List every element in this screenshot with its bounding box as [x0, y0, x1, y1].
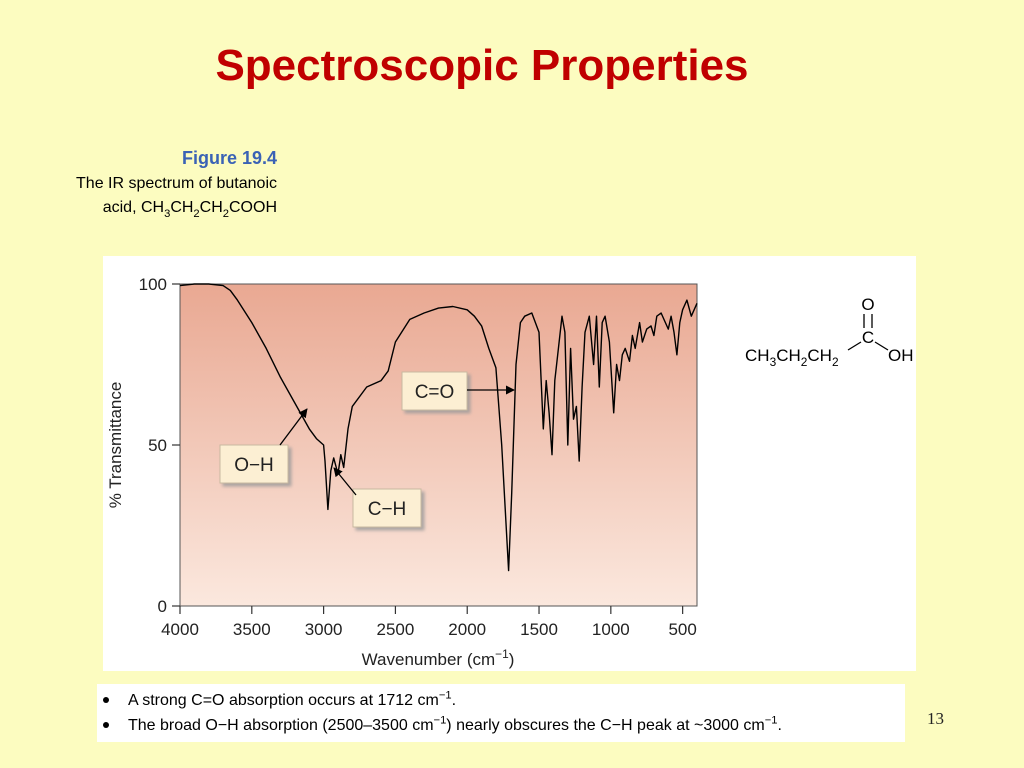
chain: CH3CH2CH2 [745, 346, 839, 369]
bullet-box [97, 684, 905, 742]
annotation-label: C=O [415, 382, 455, 403]
text-segment: CH [776, 346, 801, 365]
subscript: 2 [832, 355, 839, 369]
text-segment: acid, CH [103, 199, 164, 216]
text-segment: ) nearly obscures the C−H peak at ~3000 … [446, 717, 764, 734]
text-segment: The broad O−H absorption (2500–3500 cm [128, 717, 434, 734]
bond [874, 341, 889, 351]
annotation-label: O−H [234, 455, 274, 476]
x-axis-label: Wavenumber (cm−1) [362, 647, 515, 669]
subscript: 3 [164, 208, 170, 220]
text-segment: . [452, 692, 456, 709]
page-number: 13 [927, 709, 944, 728]
x-tick-label: 2500 [377, 620, 415, 639]
chart: 0 50 100 4000 3500 3000 2500 2000 1500 1000 500 % T… [106, 275, 698, 669]
figure-label: Figure 19.4 [182, 148, 277, 168]
spectrum-line [179, 283, 698, 572]
y-tick-label: 50 [148, 436, 167, 455]
slide-title: Spectroscopic Properties [215, 41, 748, 90]
bullet [103, 722, 109, 728]
superscript: −1 [434, 715, 447, 727]
bullet-list: A strong C=O absorption occurs at 1712 c… [103, 690, 782, 734]
x-tick-label: 3000 [305, 620, 343, 639]
text-segment: . [777, 717, 781, 734]
annotation-box [401, 371, 468, 411]
annotation-arrow [279, 408, 308, 446]
subscript: 2 [801, 355, 808, 369]
text-segment: COOH [229, 199, 277, 216]
text-segment: A strong C=O absorption occurs at 1712 c… [128, 692, 439, 709]
superscript: −1 [765, 715, 778, 727]
figure-caption: acid, CH3CH2CH2COOH [103, 199, 277, 220]
annotation-box [352, 488, 422, 528]
y-tick-label: 0 [158, 597, 167, 616]
text-segment: CH [807, 346, 832, 365]
hydroxyl: OH [888, 346, 914, 365]
x-tick-label: 4000 [161, 620, 199, 639]
x-tick-label: 3500 [233, 620, 271, 639]
text-segment: Wavenumber (cm [362, 650, 496, 669]
x-tick-label: 1000 [592, 620, 630, 639]
annotation-arrow [333, 467, 357, 496]
superscript: −1 [495, 647, 509, 661]
bullet-text: A strong C=O absorption occurs at 1712 c… [128, 690, 456, 709]
text-segment: CH [200, 199, 223, 216]
subscript: 2 [223, 208, 229, 220]
bullet [103, 697, 109, 703]
annotation-box [219, 444, 289, 484]
text-segment: CH [745, 346, 770, 365]
figure-caption: The IR spectrum of butanoic [76, 175, 277, 192]
y-tick-label: 100 [139, 275, 167, 294]
carbon: C [862, 328, 874, 347]
subscript: 2 [193, 208, 199, 220]
bullet-text: The broad O−H absorption (2500–3500 cm−1… [128, 715, 782, 734]
text-segment: ) [509, 650, 515, 669]
subscript: 3 [770, 355, 777, 369]
structure: O C CH3CH2CH2 OH [745, 295, 914, 369]
x-tick-label: 500 [668, 620, 696, 639]
x-tick-label: 2000 [448, 620, 486, 639]
superscript: −1 [439, 690, 452, 702]
oxygen: O [861, 295, 874, 314]
y-axis-label: % Transmittance [106, 382, 125, 509]
x-tick-label: 1500 [520, 620, 558, 639]
annotation-label: C−H [368, 499, 407, 520]
bond [847, 341, 862, 351]
text-segment: CH [170, 199, 193, 216]
